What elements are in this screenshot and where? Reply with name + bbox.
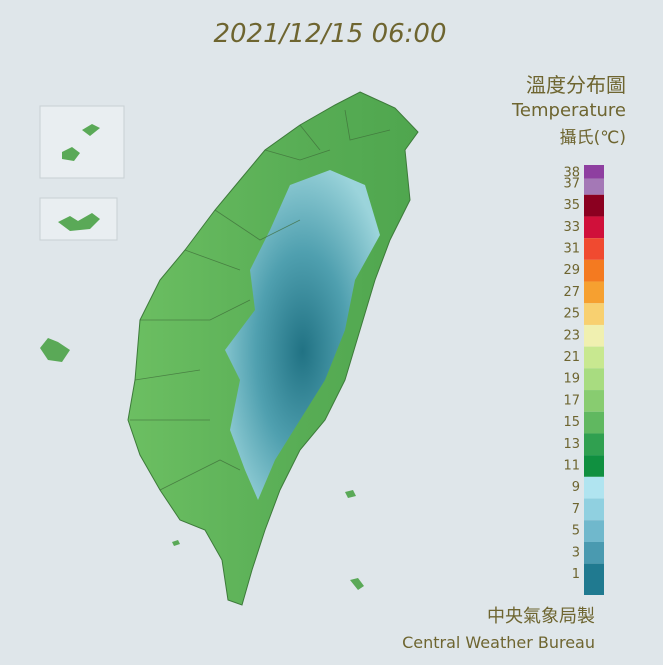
legend-label: 23: [563, 328, 580, 343]
timestamp: 2021/12/15 06:00: [213, 19, 446, 49]
legend-label: 5: [572, 524, 580, 539]
legend-label: 13: [563, 437, 580, 452]
color-swatch: [584, 520, 604, 542]
legend-label: 17: [563, 393, 580, 408]
agency-zh: 中央氣象局製: [487, 606, 595, 627]
legend-label: 33: [563, 220, 580, 235]
legend-label: 19: [563, 372, 580, 387]
color-swatch: [584, 194, 604, 217]
color-swatch: [584, 390, 604, 412]
color-swatch: [584, 165, 604, 179]
legend-label: 21: [563, 350, 580, 365]
legend-label: 37: [563, 176, 580, 191]
color-swatch: [584, 281, 604, 304]
legend-label: 29: [563, 263, 580, 278]
agency-en: Central Weather Bureau: [402, 633, 595, 652]
color-swatch: [584, 498, 604, 521]
taiwan: [127, 91, 419, 606]
legend-label: 38: [563, 166, 580, 181]
color-swatch: [584, 346, 604, 369]
legend-label: 9: [572, 480, 580, 495]
color-swatch: [584, 368, 604, 391]
color-swatch: [584, 411, 604, 434]
color-swatch: [584, 259, 604, 282]
legend-label: 25: [563, 307, 580, 322]
subtitle: Temperature: [511, 100, 626, 121]
legend-label: 11: [563, 459, 580, 474]
color-swatch: [584, 324, 604, 347]
color-swatch: [584, 476, 604, 499]
legend-label: 3: [572, 545, 580, 560]
color-swatch: [584, 455, 604, 477]
legend-label: 15: [563, 415, 580, 430]
legend-label: 7: [572, 502, 580, 517]
legend-label: 31: [563, 242, 580, 257]
color-swatch: [584, 216, 604, 239]
color-swatch: [584, 563, 604, 595]
legend-label: 35: [563, 198, 580, 213]
unit: 攝氏(℃): [560, 128, 626, 148]
color-swatch: [584, 178, 604, 195]
title: 溫度分布圖: [526, 73, 626, 97]
color-swatch: [584, 238, 604, 260]
color-swatch: [584, 303, 604, 325]
inset-islands: [39, 105, 364, 590]
legend-label: 27: [563, 285, 580, 300]
legend-label: 1: [572, 567, 580, 582]
color-swatch: [584, 541, 604, 564]
color-swatch: [584, 433, 604, 456]
